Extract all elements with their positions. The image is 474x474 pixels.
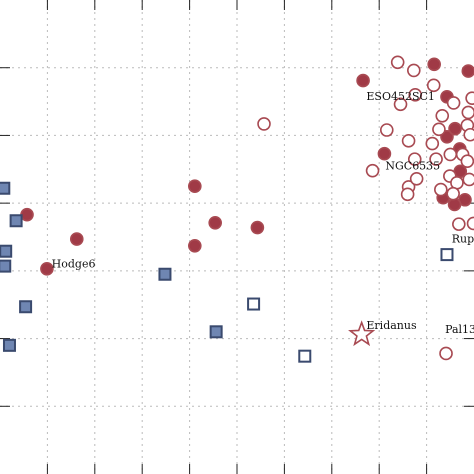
filled-circle-point — [188, 239, 202, 253]
filled-square-point — [0, 181, 11, 195]
filled-square-point — [0, 244, 13, 258]
open-square-point — [298, 349, 312, 363]
open-circle-point — [466, 216, 474, 231]
open-circle-point — [460, 154, 474, 168]
open-circle-point — [462, 172, 474, 187]
open-circle-point — [257, 117, 271, 131]
filled-circle-point — [427, 57, 441, 72]
filled-square-point — [158, 267, 172, 281]
open-circle-point — [379, 123, 394, 137]
open-circle-point — [446, 186, 460, 201]
open-circle-point — [463, 127, 474, 142]
open-circle-point — [409, 171, 424, 186]
point-annotations: ESO452SC1 NGC6535 Hodge6 Rup Eridanus Pal13 — [52, 90, 474, 336]
point-label: NGC6535 — [385, 159, 440, 172]
point-label: Hodge6 — [52, 257, 96, 270]
filled-circle-point — [461, 64, 474, 78]
open-circle-point — [407, 152, 422, 166]
open-circle-point — [408, 88, 423, 102]
open-square-point — [247, 297, 261, 311]
point-label: Eridanus — [366, 319, 417, 332]
filled-circle-point — [188, 179, 202, 194]
filled-square-point — [19, 300, 33, 314]
filled-circle-point — [20, 207, 34, 222]
open-circle-point — [432, 122, 446, 137]
open-circle-point — [426, 78, 441, 93]
open-circle-point — [365, 163, 380, 178]
filled-circle-point — [69, 232, 84, 246]
filled-circle-point — [208, 215, 222, 230]
point-label: Pal13 — [445, 323, 474, 336]
open-circle-point — [401, 134, 416, 148]
filled-square-point — [209, 325, 223, 339]
open-square-point — [440, 248, 454, 262]
open-circle-point — [407, 63, 421, 78]
open-circle-point — [465, 91, 474, 105]
data-markers — [0, 55, 474, 363]
filled-circle-point — [377, 146, 392, 161]
point-label: ESO452SC1 — [366, 90, 435, 103]
open-circle-point — [443, 147, 458, 162]
open-star-point — [348, 320, 376, 347]
open-circle-point — [434, 182, 448, 197]
filled-square-point — [9, 214, 23, 228]
open-circle-point — [446, 96, 461, 110]
filled-circle-point — [356, 73, 370, 88]
filled-square-point — [2, 338, 16, 352]
open-circle-point — [429, 152, 443, 166]
open-circle-point — [452, 217, 466, 231]
open-circle-point — [390, 55, 405, 70]
open-circle-point — [400, 187, 415, 202]
open-circle-point — [461, 105, 474, 120]
open-circle-point — [439, 346, 453, 361]
filled-square-point — [0, 259, 12, 273]
point-label: Rup — [452, 232, 474, 245]
open-circle-point — [425, 136, 440, 151]
filled-circle-point — [40, 262, 54, 276]
open-circle-point — [393, 97, 408, 112]
open-circle-point — [435, 108, 450, 123]
filled-circle-point — [250, 220, 265, 235]
filled-circle-point — [448, 121, 462, 136]
